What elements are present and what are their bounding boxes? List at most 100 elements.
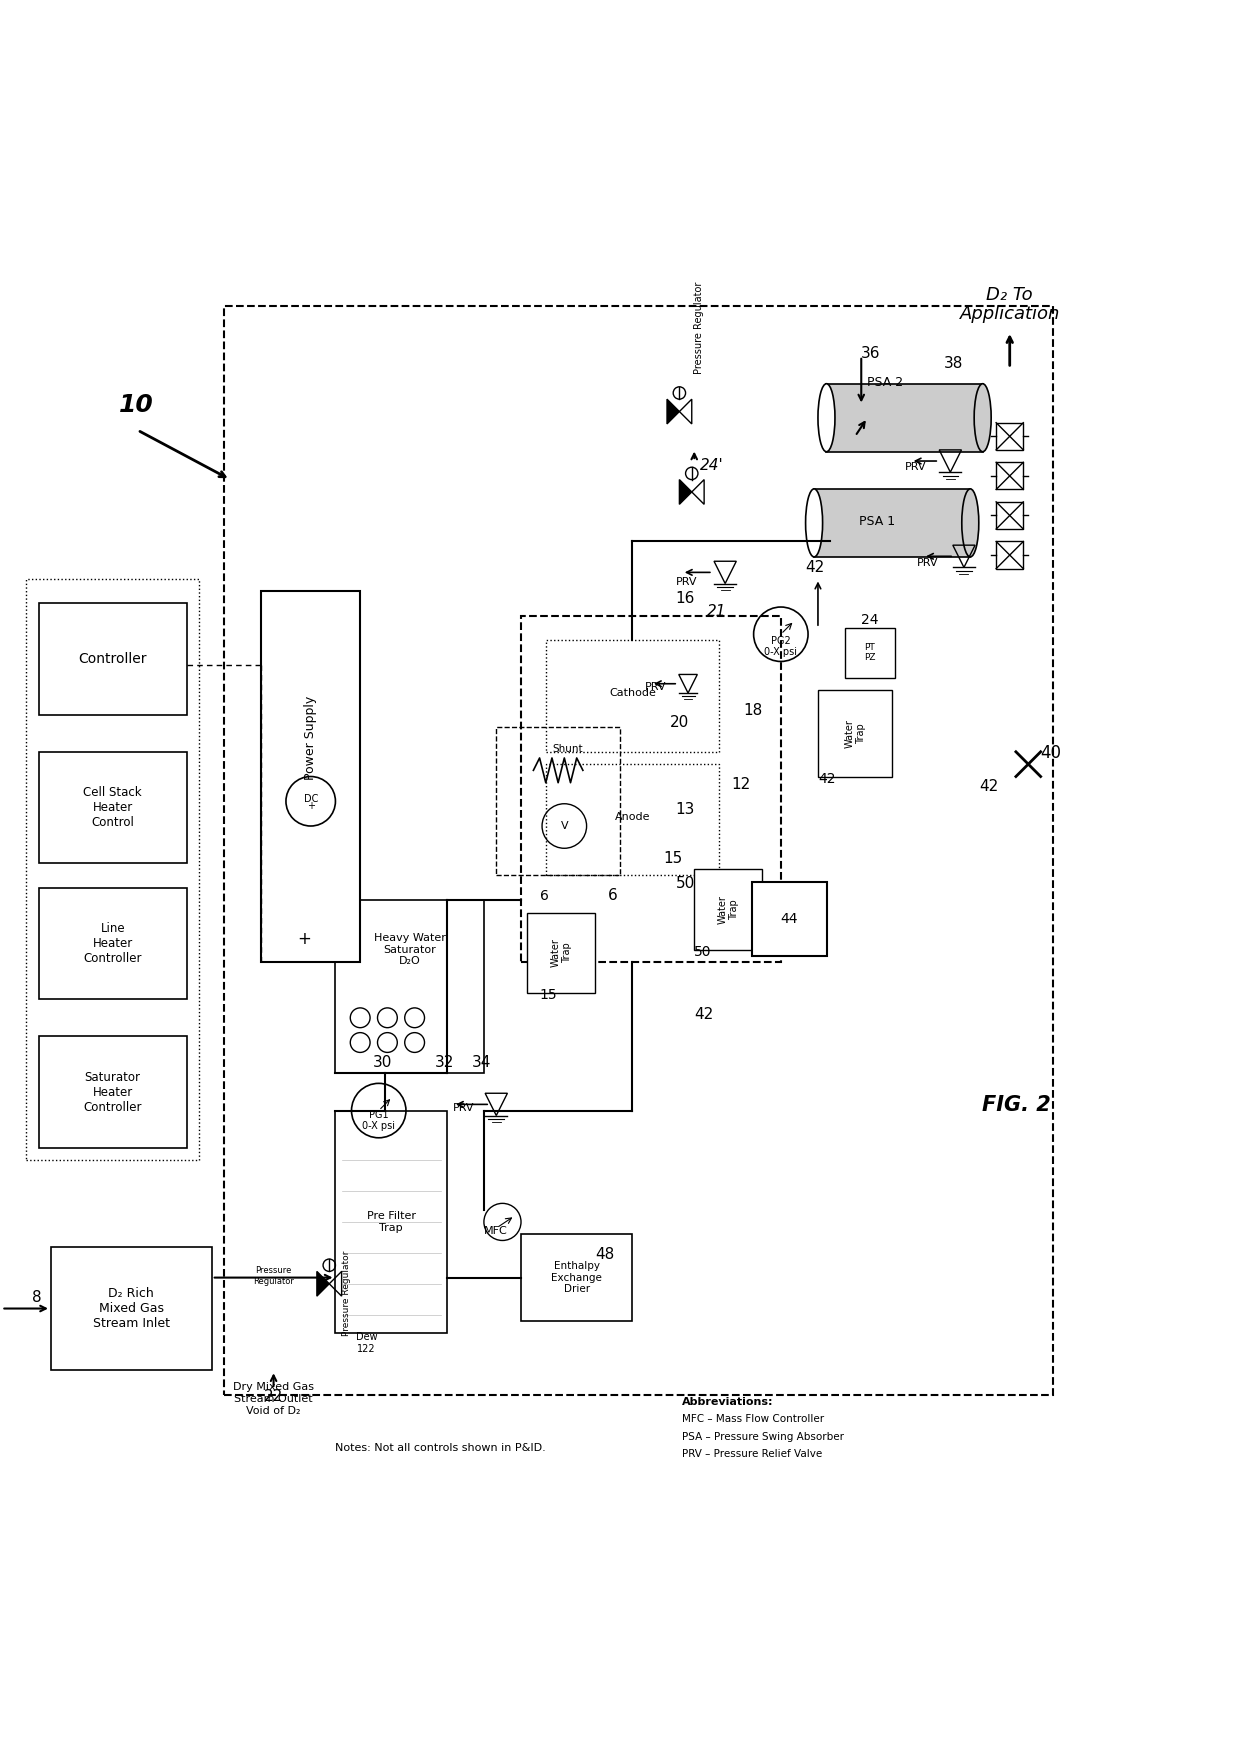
Bar <box>262 590 360 961</box>
FancyBboxPatch shape <box>546 763 719 876</box>
Text: Power Supply: Power Supply <box>304 695 317 779</box>
Text: PRV: PRV <box>645 681 666 692</box>
Text: PSA – Pressure Swing Absorber: PSA – Pressure Swing Absorber <box>682 1432 844 1441</box>
Text: 24': 24' <box>701 457 724 473</box>
Bar <box>818 690 893 776</box>
Bar <box>694 868 763 949</box>
Ellipse shape <box>975 383 991 452</box>
Text: D₂ Rich
Mixed Gas
Stream Inlet: D₂ Rich Mixed Gas Stream Inlet <box>93 1287 170 1331</box>
Text: PSA 2: PSA 2 <box>868 375 904 389</box>
Text: Pressure
Regulator: Pressure Regulator <box>253 1266 294 1285</box>
Text: PG2
0-X psi: PG2 0-X psi <box>764 636 797 657</box>
Text: Pressure Regulator: Pressure Regulator <box>342 1250 351 1336</box>
Text: PRV: PRV <box>453 1103 475 1112</box>
Bar <box>996 503 1023 529</box>
Text: Shunt: Shunt <box>552 744 583 753</box>
Text: 15: 15 <box>539 988 557 1002</box>
Ellipse shape <box>818 383 835 452</box>
Text: Pressure Regulator: Pressure Regulator <box>694 282 704 375</box>
Text: Water
Trap: Water Trap <box>551 939 572 967</box>
FancyBboxPatch shape <box>38 888 187 1000</box>
Text: Enthalpy
Exchange
Drier: Enthalpy Exchange Drier <box>552 1261 603 1294</box>
Text: PRV: PRV <box>676 576 697 587</box>
Text: 12: 12 <box>732 777 750 791</box>
Text: Application: Application <box>960 305 1060 322</box>
Text: PRV: PRV <box>904 462 926 471</box>
Text: 24: 24 <box>861 613 879 627</box>
Text: Heavy Water
Saturator
D₂O: Heavy Water Saturator D₂O <box>373 933 445 967</box>
Text: V: V <box>560 821 568 832</box>
Text: 44: 44 <box>781 912 799 926</box>
Text: 42: 42 <box>806 560 825 576</box>
Bar <box>753 883 827 956</box>
Polygon shape <box>680 480 692 504</box>
Text: 32: 32 <box>434 1056 454 1070</box>
Text: 16: 16 <box>676 592 696 606</box>
Text: 6: 6 <box>539 890 548 904</box>
Bar <box>996 462 1023 490</box>
Text: 13: 13 <box>676 802 696 816</box>
Text: 18: 18 <box>744 702 763 718</box>
Text: Cathode: Cathode <box>609 688 656 699</box>
Ellipse shape <box>806 489 822 557</box>
Text: Controller: Controller <box>78 651 148 665</box>
Text: PT
PZ: PT PZ <box>864 643 875 662</box>
Text: Notes: Not all controls shown in P&ID.: Notes: Not all controls shown in P&ID. <box>336 1443 546 1453</box>
Text: Dry Mixed Gas
Stream Outlet
Void of D₂: Dry Mixed Gas Stream Outlet Void of D₂ <box>233 1383 314 1417</box>
Bar <box>527 912 595 993</box>
Polygon shape <box>317 1271 330 1296</box>
Text: PG1
0-X psi: PG1 0-X psi <box>362 1110 396 1131</box>
Text: 22: 22 <box>264 1389 283 1404</box>
FancyBboxPatch shape <box>51 1247 212 1371</box>
Text: FIG. 2: FIG. 2 <box>982 1094 1050 1115</box>
Text: Anode: Anode <box>615 812 650 821</box>
Text: PSA 1: PSA 1 <box>859 515 895 529</box>
FancyBboxPatch shape <box>521 1234 632 1320</box>
Text: +: + <box>298 930 311 947</box>
Text: 50: 50 <box>676 876 694 891</box>
Text: 50: 50 <box>694 946 712 960</box>
Text: Pre Filter
Trap: Pre Filter Trap <box>367 1212 415 1233</box>
Text: Water
Trap: Water Trap <box>844 718 866 748</box>
Text: Saturator
Heater
Controller: Saturator Heater Controller <box>83 1070 143 1114</box>
Text: MFC: MFC <box>484 1226 507 1236</box>
Bar <box>846 629 895 678</box>
Text: 21: 21 <box>707 604 727 618</box>
Text: Cell Stack
Heater
Control: Cell Stack Heater Control <box>83 786 143 828</box>
Text: Dew
122: Dew 122 <box>356 1333 377 1354</box>
Text: 48: 48 <box>595 1247 615 1262</box>
Text: 42: 42 <box>978 779 998 795</box>
Text: D₂ To: D₂ To <box>986 285 1033 305</box>
Text: 6: 6 <box>608 888 618 904</box>
Bar <box>827 383 982 452</box>
Text: 20: 20 <box>670 714 688 730</box>
Text: 42: 42 <box>694 1007 713 1023</box>
Bar <box>996 541 1023 569</box>
FancyBboxPatch shape <box>336 900 484 1073</box>
FancyBboxPatch shape <box>336 1110 446 1333</box>
Text: Line
Heater
Controller: Line Heater Controller <box>83 923 143 965</box>
Text: 40: 40 <box>1040 744 1061 762</box>
Text: 10: 10 <box>119 392 154 417</box>
Polygon shape <box>667 399 680 424</box>
Text: 36: 36 <box>862 347 880 361</box>
Text: MFC – Mass Flow Controller: MFC – Mass Flow Controller <box>682 1415 825 1424</box>
FancyBboxPatch shape <box>38 751 187 863</box>
Text: +: + <box>306 802 315 811</box>
Text: 34: 34 <box>471 1056 491 1070</box>
FancyBboxPatch shape <box>546 641 719 751</box>
FancyBboxPatch shape <box>38 1037 187 1147</box>
FancyBboxPatch shape <box>38 604 187 714</box>
Text: 42: 42 <box>818 772 836 786</box>
Text: 8: 8 <box>32 1290 42 1304</box>
Text: 15: 15 <box>663 851 682 867</box>
Text: PRV: PRV <box>916 559 939 567</box>
Text: DC: DC <box>304 793 317 804</box>
Text: Abbreviations:: Abbreviations: <box>682 1397 774 1408</box>
Text: 38: 38 <box>944 355 963 371</box>
Bar <box>996 422 1023 450</box>
Text: Water
Trap: Water Trap <box>718 895 739 925</box>
Text: PRV – Pressure Relief Valve: PRV – Pressure Relief Valve <box>682 1450 822 1459</box>
Ellipse shape <box>962 489 978 557</box>
Bar <box>815 489 970 557</box>
